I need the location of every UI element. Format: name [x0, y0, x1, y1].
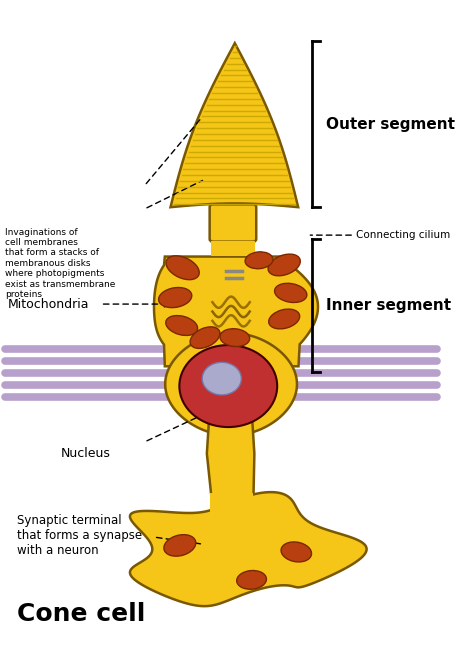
Text: Synaptic terminal
that forms a synapse
with a neuron: Synaptic terminal that forms a synapse w…	[17, 514, 142, 557]
Ellipse shape	[220, 329, 250, 346]
Text: Outer segment: Outer segment	[326, 117, 455, 132]
Polygon shape	[196, 349, 270, 377]
FancyBboxPatch shape	[210, 204, 256, 241]
Ellipse shape	[237, 571, 266, 589]
Ellipse shape	[190, 327, 220, 348]
Ellipse shape	[166, 256, 199, 280]
Text: Inner segment: Inner segment	[326, 297, 451, 313]
Polygon shape	[130, 492, 366, 606]
Ellipse shape	[164, 535, 196, 556]
Text: Connecting cilium: Connecting cilium	[356, 230, 450, 240]
Ellipse shape	[202, 362, 241, 395]
Ellipse shape	[166, 316, 198, 335]
Ellipse shape	[179, 345, 277, 427]
Ellipse shape	[281, 542, 311, 562]
Polygon shape	[186, 340, 280, 405]
Polygon shape	[207, 410, 255, 498]
Polygon shape	[210, 493, 254, 512]
Ellipse shape	[269, 309, 300, 329]
Polygon shape	[210, 241, 255, 255]
Text: Cone cell: Cone cell	[17, 602, 145, 626]
Text: Invaginations of
cell membranes
that form a stacks of
membranous disks
where pho: Invaginations of cell membranes that for…	[5, 227, 115, 299]
Text: Nucleus: Nucleus	[61, 447, 110, 460]
Text: Mitochondria: Mitochondria	[8, 297, 89, 311]
Polygon shape	[165, 333, 297, 436]
Ellipse shape	[268, 254, 301, 276]
Polygon shape	[171, 43, 298, 207]
Ellipse shape	[159, 287, 192, 308]
Ellipse shape	[274, 283, 307, 303]
Polygon shape	[154, 257, 318, 366]
Ellipse shape	[245, 252, 273, 269]
